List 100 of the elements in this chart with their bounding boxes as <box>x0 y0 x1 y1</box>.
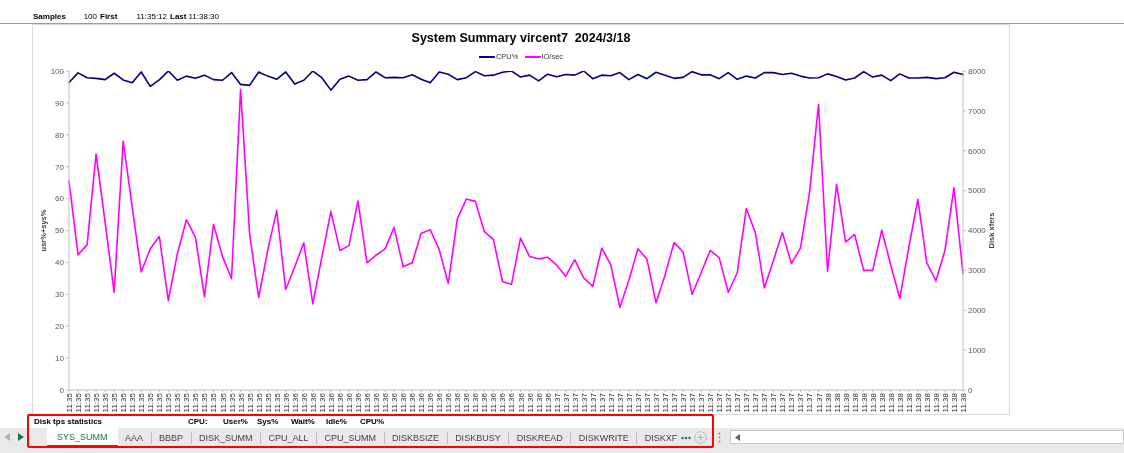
x-tick-label: 11:35 <box>199 392 209 413</box>
x-tick-label: 11:37 <box>705 392 715 413</box>
x-tick-label: 11:35 <box>100 392 110 413</box>
text: 100 <box>83 12 97 21</box>
x-tick-label: 11:38 <box>940 392 950 413</box>
x-tick-label: 11:37 <box>723 392 733 413</box>
x-tick-label: 11:36 <box>362 392 372 413</box>
x-tick-label: 11:35 <box>263 392 273 413</box>
x-tick-label: 11:35 <box>236 392 246 413</box>
text: Disk tps statistics <box>34 417 103 426</box>
x-tick-label: 11:38 <box>913 392 923 413</box>
y2-tick-label: 8000 <box>968 66 987 76</box>
text: CPU_ALL <box>268 432 309 443</box>
x-tick-label: 11:35 <box>64 392 74 413</box>
y-tick-label: 20 <box>55 322 65 332</box>
y2-tick-label: 7000 <box>968 106 987 116</box>
x-tick-label: 11:36 <box>497 392 507 413</box>
y-tick-label: 100 <box>50 66 65 76</box>
x-tick-label: 11:36 <box>416 392 426 413</box>
x-tick-label: 11:36 <box>353 392 363 413</box>
x-tick-label: 11:38 <box>922 392 932 413</box>
x-tick-label: 11:35 <box>91 392 101 413</box>
line-series <box>68 88 964 309</box>
x-tick-label: 11:38 <box>949 392 959 413</box>
y2-tick-label: 6000 <box>968 146 987 156</box>
x-tick-label: 11:38 <box>877 392 887 413</box>
x-tick-label: 11:37 <box>651 392 661 413</box>
x-tick-label: 11:37 <box>687 392 697 413</box>
text: DISK_SUMM <box>199 432 253 443</box>
x-tick-label: 11:37 <box>615 392 625 413</box>
text: Sys% <box>257 417 279 426</box>
x-tick-label: 11:35 <box>73 392 83 413</box>
x-tick-label: 11:36 <box>470 392 480 413</box>
x-tick-label: 11:38 <box>931 392 941 413</box>
x-tick-label: 11:36 <box>389 392 399 413</box>
x-tick-label: 11:37 <box>768 392 778 413</box>
text: CPU% <box>360 417 385 426</box>
y-tick-label: 70 <box>55 162 65 172</box>
x-tick-label: 11:36 <box>371 392 381 413</box>
x-tick-label: 11:38 <box>832 392 842 413</box>
x-tick-label: 11:37 <box>579 392 589 413</box>
text: AAA <box>125 432 144 443</box>
text: 11:35:12 <box>136 12 167 21</box>
x-tick-label: 11:38 <box>841 392 851 413</box>
x-tick-label: 11:36 <box>380 392 390 413</box>
x-tick-label: 11:37 <box>624 392 634 413</box>
x-tick-label: 11:36 <box>506 392 516 413</box>
text: Wait% <box>291 417 315 426</box>
x-tick-label: 11:38 <box>904 392 914 413</box>
text: SYS_SUMM <box>57 431 108 442</box>
y2-tick-label: 5000 <box>968 186 987 196</box>
x-tick-label: 11:36 <box>344 392 354 413</box>
x-tick-label: 11:38 <box>958 392 968 413</box>
x-tick-label: 11:37 <box>759 392 769 413</box>
x-tick-label: 11:37 <box>561 392 571 413</box>
x-tick-label: 11:35 <box>145 392 155 413</box>
x-tick-label: 11:36 <box>308 392 318 413</box>
y2-tick-label: 4000 <box>968 226 987 236</box>
x-tick-label: 11:36 <box>398 392 408 413</box>
x-tick-label: 11:36 <box>479 392 489 413</box>
x-tick-label: 11:35 <box>208 392 218 413</box>
text: DISKBUSY <box>455 432 501 443</box>
x-tick-label: 11:35 <box>163 392 173 413</box>
x-tick-label: 11:36 <box>326 392 336 413</box>
x-tick-label: 11:37 <box>642 392 652 413</box>
x-tick-label: 11:35 <box>190 392 200 413</box>
x-tick-label: 11:36 <box>299 392 309 413</box>
x-tick-label: 11:37 <box>678 392 688 413</box>
text: DISKWRITE <box>578 432 629 443</box>
x-tick-label: 11:36 <box>335 392 345 413</box>
x-tick-label: 11:35 <box>127 392 137 413</box>
x-tick-label: 11:35 <box>272 392 282 413</box>
chart-title: System Summary vircent7 2024/3/18 <box>411 31 631 45</box>
text: User% <box>223 417 248 426</box>
x-tick-label: 11:36 <box>434 392 444 413</box>
x-tick-label: 11:37 <box>696 392 706 413</box>
x-tick-label: 11:37 <box>786 392 796 413</box>
x-tick-label: 11:36 <box>488 392 498 413</box>
x-tick-label: 11:37 <box>777 392 787 413</box>
x-tick-label: 11:37 <box>714 392 724 413</box>
x-tick-label: 11:38 <box>859 392 869 413</box>
x-tick-label: 11:37 <box>552 392 562 413</box>
text: DISKBSIZE <box>392 432 440 443</box>
x-tick-label: 11:37 <box>606 392 616 413</box>
x-tick-label: 11:35 <box>109 392 119 413</box>
x-tick-label: 11:37 <box>804 392 814 413</box>
x-tick-label: 11:36 <box>317 392 327 413</box>
text: 11:38:30 <box>188 12 219 21</box>
text: BBBP <box>159 432 184 443</box>
x-tick-label: 11:36 <box>443 392 453 413</box>
x-tick-label: 11:37 <box>732 392 742 413</box>
text: DISKXF <box>644 432 678 443</box>
x-tick-label: 11:37 <box>597 392 607 413</box>
x-tick-label: 11:36 <box>525 392 535 413</box>
x-tick-label: 11:37 <box>795 392 805 413</box>
line-series <box>68 71 964 91</box>
x-tick-label: 11:35 <box>218 392 228 413</box>
x-tick-label: 11:36 <box>543 392 553 413</box>
x-tick-label: 11:36 <box>290 392 300 413</box>
x-tick-label: 11:35 <box>136 392 146 413</box>
